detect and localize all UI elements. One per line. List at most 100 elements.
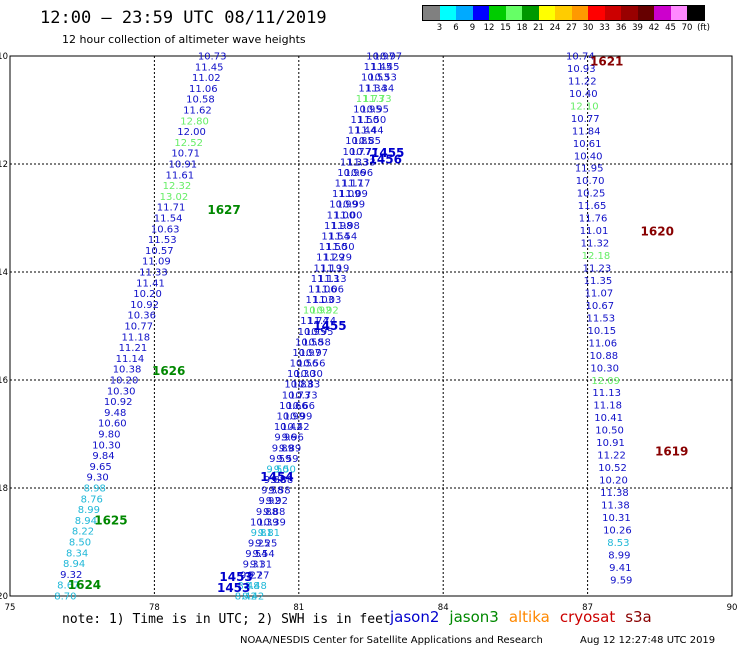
orbit-labels: 1624162516261627145314531454145514561455… bbox=[68, 54, 689, 595]
wave-height-value: 10.85 bbox=[352, 136, 381, 147]
wave-height-value: 10.77 bbox=[571, 114, 600, 125]
wave-height-value: 11.34 bbox=[358, 83, 387, 94]
wave-height-value: 10.92 bbox=[303, 306, 332, 317]
wave-height-value: 10.40 bbox=[569, 89, 598, 100]
wave-height-value: 11.53 bbox=[587, 313, 616, 324]
wave-height-value: 11.62 bbox=[183, 106, 212, 117]
wave-height-value: 11.33 bbox=[139, 268, 168, 279]
color-scale-swatch bbox=[555, 6, 572, 20]
wave-height-value: 11.06 bbox=[308, 284, 337, 295]
color-scale-swatch bbox=[423, 6, 440, 20]
wave-height-value: 10.83 bbox=[284, 380, 313, 391]
wave-height-value: 10.97 bbox=[374, 52, 403, 63]
wave-height-value: 10.77 bbox=[124, 322, 153, 333]
wave-height-value: 10.97 bbox=[366, 52, 395, 63]
axis-ticks: 75 78 81 84 87 90 -10 -12 -14 -16 -18 -20 bbox=[0, 52, 737, 613]
wave-height-value: 9.59 bbox=[610, 575, 632, 586]
wave-height-value: 9.59 bbox=[276, 454, 298, 465]
wave-height-value: 10.40 bbox=[574, 151, 603, 162]
orbit-number-label: 1626 bbox=[152, 364, 185, 378]
latitude-tick-label: -18 bbox=[0, 484, 8, 494]
color-scale-label: 42 bbox=[648, 23, 660, 33]
wave-height-value: 8.99 bbox=[608, 550, 630, 561]
wave-height-value: 9.96 bbox=[282, 433, 304, 444]
color-scale-label: 9 bbox=[469, 23, 476, 33]
wave-height-value: 10.38 bbox=[113, 365, 142, 376]
credit-line: NOAA/NESDIS Center for Satellite Applica… bbox=[240, 635, 543, 646]
wave-height-value: 10.77 bbox=[343, 147, 372, 158]
color-scale-label: 24 bbox=[549, 23, 561, 33]
wave-height-value: 11.09 bbox=[142, 257, 171, 268]
wave-height-value: 11.29 bbox=[316, 253, 345, 264]
wave-height-value: 11.33 bbox=[340, 157, 369, 168]
wave-height-value: 10.66 bbox=[279, 401, 308, 412]
generation-timestamp: Aug 12 12:27:48 UTC 2019 bbox=[580, 635, 716, 646]
wave-height-value: 11.22 bbox=[597, 451, 626, 462]
map-subtitle: 12 hour collection of altimeter wave hei… bbox=[62, 33, 306, 46]
color-scale-label: 21 bbox=[533, 23, 544, 33]
orbit-number-label: 1619 bbox=[655, 444, 688, 458]
wave-height-value: 10.73 bbox=[282, 390, 311, 401]
wave-height-value: 11.73 bbox=[356, 94, 385, 105]
wave-height-value: 11.50 bbox=[319, 242, 348, 253]
color-scale-swatch bbox=[439, 6, 456, 20]
wave-height-value: 8.99 bbox=[78, 505, 100, 516]
latitude-tick-label: -12 bbox=[0, 160, 8, 170]
satellite-legend-entry: altika bbox=[508, 608, 550, 626]
wave-height-value: 11.38 bbox=[600, 488, 629, 499]
latitude-tick-label: -10 bbox=[0, 52, 8, 62]
wave-height-value: 11.13 bbox=[592, 388, 621, 399]
wave-height-value: 11.06 bbox=[315, 284, 344, 295]
color-scale-label: 39 bbox=[632, 23, 643, 33]
satellite-tracks: 8.708.679.328.948.348.508.228.948.998.76… bbox=[54, 52, 632, 603]
wave-height-value: 11.33 bbox=[347, 157, 376, 168]
wave-height-value: 10.77 bbox=[350, 147, 379, 158]
wave-height-value: 11.76 bbox=[579, 214, 608, 225]
wave-height-value: 10.66 bbox=[286, 401, 315, 412]
wave-height-value: 11.32 bbox=[581, 239, 610, 250]
wave-height-value: 13.02 bbox=[160, 192, 189, 203]
color-scale-label: 30 bbox=[582, 23, 594, 33]
wave-height-value: 9.88 bbox=[263, 507, 285, 518]
orbit-number-label: 1621 bbox=[590, 54, 623, 68]
wave-height-value: 11.50 bbox=[326, 242, 355, 253]
orbit-number-label: 1624 bbox=[68, 578, 101, 592]
wave-height-value: 11.23 bbox=[583, 264, 612, 275]
wave-height-value: 12.80 bbox=[180, 116, 209, 127]
wave-height-value: 9.27 bbox=[247, 570, 269, 581]
wave-height-value: 8.94 bbox=[75, 516, 97, 527]
wave-height-value: 11.00 bbox=[334, 210, 363, 221]
color-scale-label: 6 bbox=[453, 23, 459, 33]
color-scale-label: 27 bbox=[566, 23, 577, 33]
orbit-number-label: 1455 bbox=[371, 146, 404, 160]
color-scale-swatch bbox=[670, 6, 687, 20]
color-scale-swatch bbox=[538, 6, 555, 20]
wave-height-value: 11.09 bbox=[339, 189, 368, 200]
wave-height-value: 10.26 bbox=[603, 525, 632, 536]
wave-height-value: 10.60 bbox=[98, 419, 127, 430]
wave-height-value: 11.35 bbox=[584, 276, 613, 287]
satellite-legend-entry: jason2 bbox=[390, 608, 440, 626]
wave-height-value: 11.74 bbox=[300, 316, 329, 327]
center-track-b: 8.428.489.279.319.549.259.8110.399.889.9… bbox=[242, 52, 402, 603]
right-track: 9.599.418.998.5310.2610.3111.3811.3810.2… bbox=[566, 52, 632, 587]
wave-height-value: 9.25 bbox=[248, 539, 270, 550]
color-scale-swatch bbox=[571, 6, 588, 20]
wave-height-value: 9.92 bbox=[266, 496, 288, 507]
wave-height-value: 9.88 bbox=[256, 507, 278, 518]
wave-height-value: 10.71 bbox=[171, 149, 200, 160]
color-scale-label: 18 bbox=[516, 23, 528, 33]
wave-height-value: 10.99 bbox=[337, 200, 366, 211]
wave-height-value: 10.88 bbox=[589, 351, 618, 362]
wave-height-value: 11.03 bbox=[313, 295, 342, 306]
wave-height-value: 9.58 bbox=[261, 486, 283, 497]
orbit-number-label: 1453 bbox=[217, 581, 250, 595]
wave-height-value: 10.39 bbox=[250, 517, 279, 528]
wave-height-value: 9.30 bbox=[87, 473, 109, 484]
color-scale-swatch bbox=[637, 6, 654, 20]
color-scale-swatch bbox=[588, 6, 605, 20]
wave-height-value: 10.97 bbox=[292, 348, 321, 359]
satellite-legend-entry: jason3 bbox=[449, 608, 499, 626]
wave-height-value: 10.74 bbox=[566, 52, 595, 63]
longitude-tick-label: 78 bbox=[149, 603, 160, 613]
